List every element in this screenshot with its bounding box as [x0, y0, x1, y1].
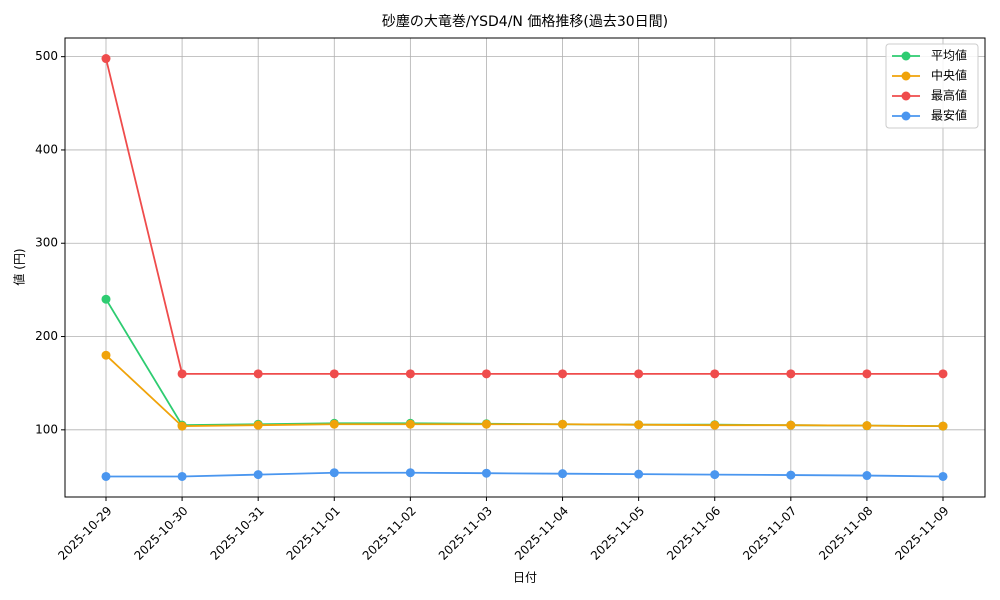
data-point — [101, 294, 111, 304]
x-tick-label: 2025-11-04 — [512, 504, 571, 563]
legend-marker — [901, 91, 911, 101]
data-point — [481, 468, 491, 478]
data-point — [710, 420, 720, 430]
legend-label: 平均値 — [931, 48, 967, 63]
data-point — [710, 470, 720, 480]
data-point — [558, 469, 568, 479]
x-tick-label: 2025-11-03 — [436, 504, 495, 563]
data-point — [938, 369, 948, 379]
x-tick-label: 2025-11-08 — [816, 504, 875, 563]
data-point — [938, 471, 948, 481]
y-tick-label: 200 — [35, 329, 58, 343]
plot-frame — [64, 37, 986, 498]
y-tick-label: 300 — [35, 236, 58, 250]
y-axis-label: 値 (円) — [12, 248, 27, 285]
legend-marker — [901, 71, 911, 81]
data-point — [481, 419, 491, 429]
data-point — [101, 471, 111, 481]
data-point — [634, 469, 644, 479]
data-point — [558, 369, 568, 379]
x-tick-label: 2025-11-02 — [360, 504, 419, 563]
data-point — [938, 421, 948, 431]
data-point — [786, 420, 796, 430]
x-tick-label: 2025-11-09 — [892, 504, 951, 563]
data-point — [634, 420, 644, 430]
series-line — [105, 354, 944, 428]
x-tick-label: 2025-10-31 — [208, 504, 267, 563]
data-point — [253, 369, 263, 379]
legend-label: 最安値 — [931, 108, 967, 123]
data-point — [101, 54, 111, 64]
data-point — [329, 419, 339, 429]
data-point — [405, 369, 415, 379]
legend-marker — [901, 111, 911, 121]
data-point — [862, 369, 872, 379]
data-point — [101, 350, 111, 360]
data-point — [481, 369, 491, 379]
chart-title: 砂塵の大竜巻/YSD4/N 価格推移(過去30日間) — [382, 13, 668, 30]
x-tick-label: 2025-11-01 — [284, 504, 343, 563]
x-tick-label: 2025-11-06 — [664, 504, 723, 563]
data-point — [862, 421, 872, 431]
series-line — [106, 471, 944, 478]
series-line — [105, 58, 943, 375]
data-point — [786, 369, 796, 379]
data-point — [405, 468, 415, 478]
y-tick-label: 400 — [35, 142, 58, 156]
legend-label: 最高値 — [931, 88, 967, 103]
data-point — [634, 369, 644, 379]
data-point — [329, 468, 339, 478]
data-point — [405, 419, 415, 429]
y-tick-label: 100 — [35, 422, 58, 436]
series-line — [105, 298, 944, 427]
data-point — [177, 421, 187, 431]
x-tick-label: 2025-10-29 — [55, 504, 114, 563]
data-point — [253, 470, 263, 480]
x-tick-label: 2025-11-05 — [588, 504, 647, 563]
data-point — [710, 369, 720, 379]
legend-marker — [901, 51, 911, 61]
x-tick-label: 2025-11-07 — [740, 504, 799, 563]
data-point — [177, 369, 187, 379]
x-axis-label: 日付 — [513, 571, 537, 585]
data-point — [786, 470, 796, 480]
legend-box — [885, 43, 979, 129]
data-point — [253, 420, 263, 430]
data-point — [558, 419, 568, 429]
data-point — [329, 369, 339, 379]
legend-label: 中央値 — [931, 68, 967, 83]
data-point — [862, 471, 872, 481]
y-tick-label: 500 — [35, 49, 58, 63]
data-point — [177, 471, 187, 481]
x-tick-label: 2025-10-30 — [131, 504, 190, 563]
